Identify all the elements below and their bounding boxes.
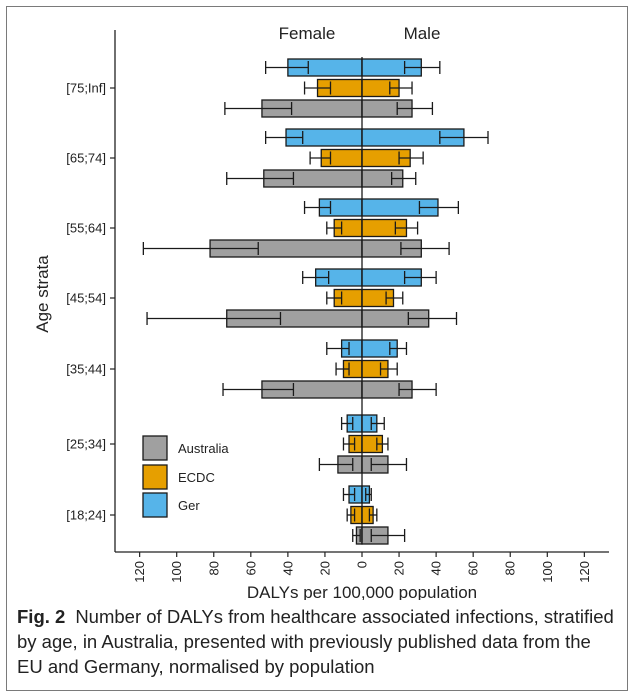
chart-legend: Australia ECDC Ger [142,435,229,518]
x-tick-label: 120 [132,561,147,583]
chart-plot-area: 120 100 80 60 40 20 0 20 40 60 80 100 120 [18;24] [25;… [66,30,609,583]
x-tick-label: 100 [169,561,184,583]
x-axis-title: DALYs per 100,000 population [247,583,477,600]
y-tick-label: [18;24] [66,508,106,523]
figure-label: Fig. 2 [17,606,66,627]
x-tick-label: 60 [466,561,481,575]
female-side-label: Female [279,24,336,43]
butterfly-bar-chart: 120 100 80 60 40 20 0 20 40 60 80 100 120 [18;24] [25;… [33,24,609,600]
legend-label-ger: Ger [178,498,200,513]
x-tick-label: 20 [392,561,407,575]
x-tick-label: 40 [429,561,444,575]
figure-frame [6,6,628,691]
x-tick-label: 100 [540,561,555,583]
x-tick-label: 0 [355,561,370,568]
legend-swatch-ecdc [142,464,168,490]
legend-swatch-ger [142,492,168,518]
y-tick-label: [75;Inf] [66,81,106,96]
y-tick-label: [35;44] [66,362,106,377]
legend-label-australia: Australia [178,441,229,456]
figure-caption: Fig. 2 Number of DALYs from healthcare as… [17,604,617,679]
y-axis-title: Age strata [33,255,52,333]
x-tick-label: 80 [503,561,518,575]
y-tick-label: [45;54] [66,291,106,306]
legend-label-ecdc: ECDC [178,470,215,485]
figure-caption-text: Number of DALYs from healthcare associat… [17,606,614,677]
y-tick-label: [65;74] [66,151,106,166]
x-tick-label: 120 [577,561,592,583]
male-side-label: Male [404,24,441,43]
x-tick-label: 40 [280,561,295,575]
x-tick-label: 60 [243,561,258,575]
y-tick-label: [25;34] [66,437,106,452]
x-tick-label: 20 [317,561,332,575]
x-tick-label: 80 [206,561,221,575]
legend-swatch-australia [142,435,168,461]
y-tick-label: [55;64] [66,221,106,236]
